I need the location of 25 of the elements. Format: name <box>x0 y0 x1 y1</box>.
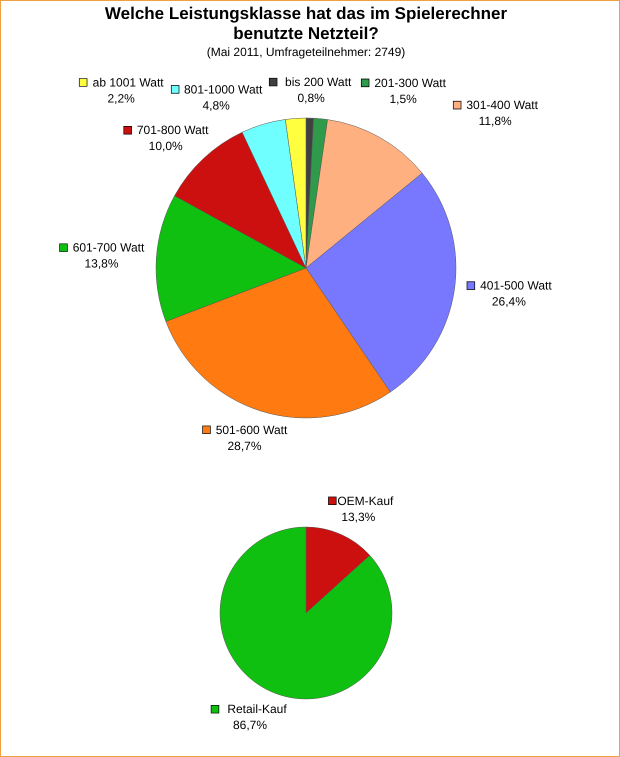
legend-label: 501-600 Watt <box>216 422 288 437</box>
data-label: 2,2% <box>107 91 136 106</box>
legend-label: 801-1000 Watt <box>184 82 263 96</box>
legend-label: OEM-Kauf <box>337 494 394 508</box>
pie-slice <box>220 526 392 700</box>
legend-label: 601-700 Watt <box>72 240 145 255</box>
chart-subtitle: (Mai 2011, Umfrageteilnehmer: 2749) <box>206 45 406 59</box>
data-label: 28,7% <box>227 438 262 453</box>
data-label: 1,5% <box>389 92 418 106</box>
legend-label: bis 200 Watt <box>285 75 352 90</box>
legend-label: ab 1001 Watt <box>92 75 164 90</box>
legend-label: 301-400 Watt <box>466 98 539 112</box>
legend-label: 201-300 Watt <box>374 76 447 90</box>
legend-label: 701-800 Watt <box>136 123 210 138</box>
data-label: 10,0% <box>148 139 184 154</box>
data-label: 11,8% <box>478 114 512 128</box>
legend-label: Retail-Kauf <box>227 702 288 716</box>
chart-title: Welche Leistungsklasse hat das im Spielerechner benutzte Netzteil? <box>104 4 508 43</box>
data-label: 86,7% <box>232 718 268 732</box>
legend-label: 401-500 Watt <box>480 278 552 293</box>
data-label: 26,4% <box>492 294 526 309</box>
data-label: 0,8% <box>297 91 326 106</box>
data-label: 13,3% <box>341 510 376 524</box>
data-label: 4,8% <box>202 98 230 112</box>
data-label: 13,8% <box>84 256 119 271</box>
